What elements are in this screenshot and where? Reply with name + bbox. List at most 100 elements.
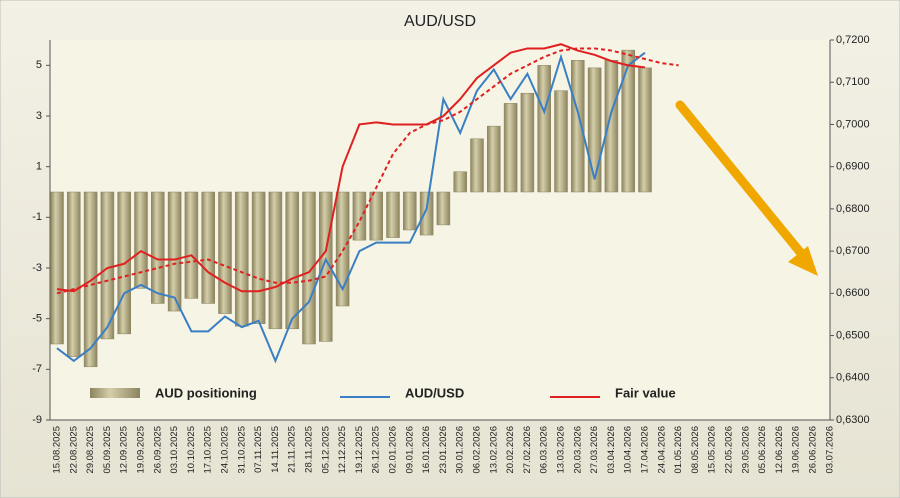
bar: [201, 191, 215, 304]
bar: [285, 191, 299, 330]
x-tick-label: 12.09.2025: [119, 426, 130, 474]
x-tick-label: 31.10.2025: [236, 426, 247, 474]
bar: [335, 191, 350, 307]
bar: [419, 191, 434, 236]
x-tick-label: 20.03.2026: [572, 426, 583, 474]
y2-tick-label: 0,7100: [836, 76, 870, 88]
y2-tick-label: 0,6900: [836, 161, 870, 173]
y2-tick-label: 0,6700: [836, 245, 870, 257]
x-tick-label: 27.02.2026: [522, 426, 533, 474]
x-tick-label: 29.05.2026: [740, 426, 751, 474]
x-tick-label: 13.02.2026: [488, 426, 499, 474]
x-tick-label: 28.11.2025: [304, 426, 315, 473]
x-tick-label: 06.03.2026: [539, 426, 550, 474]
bar: [83, 191, 98, 368]
x-tick-label: 21.11.2025: [287, 426, 298, 473]
x-tick-label: 17.04.2026: [640, 426, 651, 474]
y-tick-label: -7: [32, 363, 42, 375]
y-tick-label: 3: [36, 110, 42, 122]
bar: [352, 191, 367, 241]
bar: [134, 191, 148, 289]
line: [56, 47, 679, 295]
x-tick-label: 26.12.2025: [371, 426, 382, 474]
arrow: [675, 100, 818, 276]
x-tick-label: 15.05.2026: [707, 426, 718, 474]
x-tick-label: 29.08.2025: [85, 426, 96, 474]
bar: [184, 191, 199, 299]
legend-label: Fair value: [615, 385, 676, 400]
bar: [470, 138, 484, 193]
x-tick-label: 06.02.2026: [472, 426, 483, 474]
bar: [638, 67, 652, 193]
bar: [251, 191, 266, 324]
legend-swatch: [90, 388, 140, 398]
bar: [587, 67, 602, 193]
x-tick-label: 27.03.2026: [589, 426, 600, 474]
x-tick-label: 05.06.2026: [757, 426, 768, 474]
x-tick-label: 19.06.2026: [791, 426, 802, 474]
bar: [369, 191, 383, 241]
bar: [621, 49, 635, 193]
x-tick-label: 07.11.2025: [253, 426, 264, 473]
x-tick-label: 17.10.2025: [203, 426, 214, 474]
x-tick-label: 08.05.2026: [690, 426, 701, 474]
y2-tick-label: 0,6400: [836, 372, 870, 384]
x-tick-label: 02.01.2026: [388, 426, 399, 474]
x-tick-label: 03.04.2026: [606, 426, 617, 474]
bar: [520, 92, 535, 193]
line: [56, 43, 646, 293]
y2-tick-label: 0,7000: [836, 118, 870, 130]
x-tick-label: 01.05.2026: [673, 426, 684, 474]
y2-tick-label: 0,7200: [836, 34, 870, 46]
chart-title: AUD/USD: [404, 13, 476, 30]
bar: [554, 90, 568, 193]
bar: [67, 191, 81, 357]
x-tick-label: 24.10.2025: [220, 426, 231, 474]
x-tick-label: 30.01.2026: [455, 426, 466, 474]
line: [56, 51, 646, 364]
bar: [235, 191, 249, 327]
x-tick-label: 12.12.2025: [337, 426, 348, 474]
bar: [151, 191, 165, 304]
x-tick-label: 12.06.2026: [774, 426, 785, 474]
bar: [218, 191, 232, 314]
y-tick-label: -1: [32, 211, 42, 223]
y-tick-label: -5: [32, 313, 42, 325]
x-tick-label: 03.07.2026: [824, 426, 835, 474]
bar: [50, 191, 64, 345]
y-tick-label: 1: [36, 161, 42, 173]
x-tick-label: 09.01.2026: [404, 426, 415, 474]
bar: [167, 191, 182, 312]
bar: [436, 191, 451, 226]
legend-label: AUD/USD: [405, 385, 464, 400]
x-tick-label: 16.01.2026: [421, 426, 432, 474]
x-tick-label: 10.04.2026: [623, 426, 634, 474]
y2-tick-label: 0,6500: [836, 329, 870, 341]
x-tick-label: 24.04.2026: [656, 426, 667, 474]
y-tick-label: 5: [36, 59, 42, 71]
x-tick-label: 26.06.2026: [808, 426, 819, 474]
legend-label: AUD positioning: [155, 385, 257, 400]
x-tick-label: 26.09.2025: [152, 426, 163, 474]
y2-tick-label: 0,6600: [836, 287, 870, 299]
x-tick-label: 20.02.2026: [505, 426, 516, 474]
y-tick-label: -3: [32, 262, 42, 274]
y-tick-label: -9: [32, 414, 42, 426]
bar: [487, 125, 501, 193]
x-tick-label: 19.09.2025: [136, 426, 147, 474]
x-tick-label: 03.10.2025: [169, 426, 180, 474]
bar: [453, 171, 467, 193]
x-tick-label: 05.09.2025: [102, 426, 113, 474]
bar: [571, 60, 585, 193]
x-tick-label: 23.01.2026: [438, 426, 449, 474]
x-tick-label: 05.12.2025: [320, 426, 331, 474]
bar: [503, 103, 518, 193]
y2-tick-label: 0,6800: [836, 203, 870, 215]
x-tick-label: 15.08.2025: [52, 426, 63, 474]
x-tick-label: 22.08.2025: [68, 426, 79, 474]
x-tick-label: 10.10.2025: [186, 426, 197, 474]
bar: [403, 191, 417, 231]
x-tick-label: 22.05.2026: [724, 426, 735, 474]
y2-tick-label: 0,6300: [836, 414, 870, 426]
